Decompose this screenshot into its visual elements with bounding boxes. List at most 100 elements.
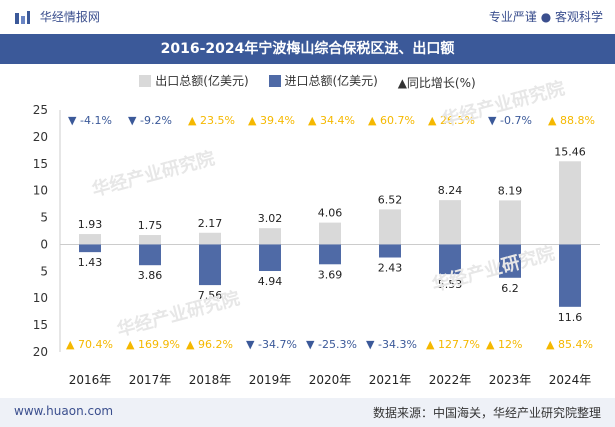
growth-up-icon: ▲: [426, 338, 435, 351]
x-tick-label: 2019年: [249, 373, 292, 387]
y-tick-label: 10: [33, 291, 48, 305]
bar-export: [139, 235, 161, 245]
data-label-import: 7.56: [198, 289, 223, 302]
x-tick-label: 2024年: [549, 373, 592, 387]
growth-import-label: -34.7%: [258, 338, 297, 351]
brand-name: 华经情报网: [39, 10, 100, 24]
bar-import: [559, 244, 581, 307]
legend-export-swatch: [139, 74, 152, 87]
y-tick-label: 15: [33, 318, 48, 332]
x-tick-label: 2016年: [69, 373, 112, 387]
brand-logo-icon: [15, 10, 30, 24]
data-label-export: 4.06: [318, 207, 343, 220]
growth-export-label: 88.8%: [560, 114, 595, 127]
growth-import-label: 12%: [498, 338, 522, 351]
data-label-import: 11.6: [558, 311, 583, 324]
y-tick-label: 5: [40, 211, 48, 225]
growth-up-icon: ▲: [66, 338, 75, 351]
data-label-import: 3.69: [318, 268, 343, 281]
y-tick-label: 0: [40, 237, 48, 251]
bar-import: [319, 244, 341, 265]
data-label-export: 1.75: [138, 219, 163, 232]
data-label-import: 5.53: [438, 278, 463, 291]
bar-export: [379, 209, 401, 245]
growth-export-label: 34.4%: [320, 114, 355, 127]
top-bar: 华经情报网 专业严谨 ● 客观科学: [0, 0, 615, 34]
growth-down-icon: ▼: [128, 114, 137, 127]
y-tick-label: 20: [33, 345, 48, 359]
growth-up-icon: ▲: [548, 114, 557, 127]
y-tick-label: 20: [33, 130, 48, 144]
bar-import: [379, 244, 401, 258]
growth-import-label: -25.3%: [318, 338, 357, 351]
bar-export: [559, 161, 581, 245]
growth-import-label: 85.4%: [558, 338, 593, 351]
data-label-export: 2.17: [198, 217, 223, 230]
bar-export: [199, 232, 221, 245]
growth-import-label: 127.7%: [438, 338, 480, 351]
bar-export: [319, 222, 341, 245]
growth-up-icon: ▲: [186, 338, 195, 351]
growth-up-icon: ▲: [368, 114, 377, 127]
data-source: 数据来源：中国海关，华经产业研究院整理: [372, 406, 601, 420]
growth-up-icon: ▲: [188, 114, 197, 127]
legend-import: 进口总额(亿美元): [268, 72, 378, 89]
data-label-export: 3.02: [258, 212, 283, 225]
growth-export-label: -0.7%: [500, 114, 532, 127]
legend-import-label: 进口总额(亿美元): [284, 74, 378, 88]
data-label-import: 1.43: [78, 256, 103, 269]
growth-import-label: 96.2%: [198, 338, 233, 351]
bar-export: [439, 200, 461, 245]
growth-down-icon: ▼: [68, 114, 77, 127]
chart-title: 2016-2024年宁波梅山综合保税区进、出口额: [0, 34, 615, 64]
tagline: 专业严谨 ● 客观科学: [488, 10, 603, 24]
data-label-export: 6.52: [378, 193, 403, 206]
data-label-import: 2.43: [378, 262, 403, 275]
growth-up-icon: ▲: [308, 114, 317, 127]
y-tick-label: 25: [33, 103, 48, 117]
y-tick-label: 5: [40, 264, 48, 278]
x-tick-label: 2023年: [489, 373, 532, 387]
x-tick-label: 2018年: [189, 373, 232, 387]
bar-import: [79, 244, 101, 253]
growth-down-icon: ▼: [246, 338, 255, 351]
x-tick-label: 2022年: [429, 373, 472, 387]
growth-export-label: 23.5%: [200, 114, 235, 127]
legend-import-swatch: [268, 74, 281, 87]
brand: 华经情报网: [14, 8, 100, 25]
data-label-export: 8.19: [498, 184, 523, 197]
x-tick-label: 2020年: [309, 373, 352, 387]
bar-export: [79, 234, 101, 245]
growth-export-label: -9.2%: [140, 114, 172, 127]
legend-growth: ▲同比增长(%): [398, 74, 476, 91]
x-tick-label: 2021年: [369, 373, 412, 387]
growth-down-icon: ▼: [306, 338, 315, 351]
legend: 出口总额(亿美元) 进口总额(亿美元) ▲同比增长(%): [0, 72, 615, 91]
chart-area: 25 20 15 10 5 0 5 10 15 20 1.93 1.43 ▼ -4.1% ▲ 70.4% 201…: [0, 90, 615, 400]
growth-up-icon: ▲: [126, 338, 135, 351]
growth-export-label: -4.1%: [80, 114, 112, 127]
growth-up-icon: ▲: [486, 338, 495, 351]
y-tick-label: 15: [33, 157, 48, 171]
site-url: www.huaon.com: [14, 404, 114, 418]
growth-up-icon: ▲: [428, 114, 437, 127]
legend-export: 出口总额(亿美元): [139, 72, 249, 89]
data-label-import: 6.2: [501, 282, 519, 295]
bar-import: [439, 244, 461, 275]
bar-import: [199, 244, 221, 286]
data-label-export: 15.46: [554, 145, 586, 158]
growth-up-icon: ▲: [248, 114, 257, 127]
growth-up-icon: ▲: [546, 338, 555, 351]
data-label-export: 1.93: [78, 218, 103, 231]
growth-export-label: 60.7%: [380, 114, 415, 127]
bar-export: [259, 228, 281, 245]
data-label-import: 3.86: [138, 269, 163, 282]
growth-down-icon: ▼: [366, 338, 375, 351]
legend-growth-label: ▲同比增长(%): [397, 75, 476, 90]
growth-export-label: 26.5%: [440, 114, 475, 127]
data-label-import: 4.94: [258, 275, 283, 288]
footer: www.huaon.com 数据来源：中国海关，华经产业研究院整理: [0, 398, 615, 427]
y-tick-label: 10: [33, 184, 48, 198]
growth-down-icon: ▼: [488, 114, 497, 127]
